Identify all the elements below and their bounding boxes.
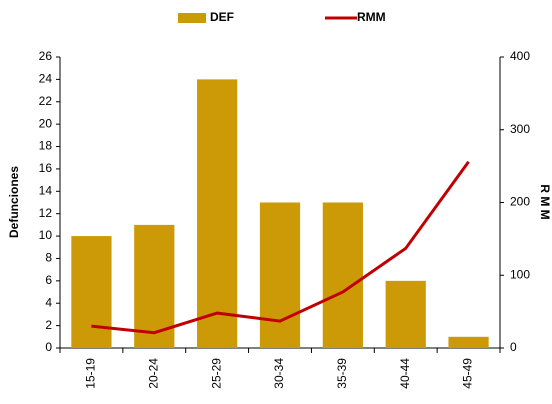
y2-tick-label: 0 (510, 340, 517, 354)
y-tick-label: 20 (39, 116, 53, 130)
y-tick-label: 2 (45, 318, 52, 332)
y2-axis-label: R M M (538, 184, 552, 219)
x-tick-label: 15-19 (84, 358, 98, 389)
y-tick-label: 0 (45, 340, 52, 354)
legend-label: DEF (210, 10, 234, 24)
bar (322, 202, 363, 348)
legend-label: RMM (357, 10, 386, 24)
x-tick-label: 35-39 (335, 358, 349, 389)
bar (385, 280, 426, 348)
y2-tick-label: 100 (510, 267, 530, 281)
x-tick-label: 45-49 (461, 358, 475, 389)
bar (448, 336, 489, 348)
y-tick-label: 16 (39, 161, 53, 175)
x-tick-label: 30-34 (272, 358, 286, 389)
y-axis-label: Defunciones (7, 166, 21, 238)
y-tick-label: 10 (39, 228, 53, 242)
y2-tick-label: 200 (510, 195, 530, 209)
y2-tick-label: 300 (510, 122, 530, 136)
y-tick-label: 22 (39, 94, 53, 108)
legend-swatch (178, 13, 206, 23)
y-tick-label: 12 (39, 206, 53, 220)
x-tick-label: 25-29 (209, 358, 223, 389)
x-tick-label: 40-44 (398, 358, 412, 389)
y-tick-label: 24 (39, 72, 53, 86)
bar (259, 202, 301, 348)
y-tick-label: 8 (45, 251, 52, 265)
bar (71, 236, 112, 348)
line (91, 160, 470, 335)
y-tick-label: 18 (39, 139, 53, 153)
y-tick-label: 14 (39, 183, 53, 197)
y2-tick-label: 400 (510, 49, 530, 63)
y-tick-label: 6 (45, 273, 52, 287)
y-tick-label: 4 (45, 295, 52, 309)
bar (197, 79, 238, 348)
x-tick-label: 20-24 (146, 358, 160, 389)
y-tick-label: 26 (39, 49, 53, 63)
